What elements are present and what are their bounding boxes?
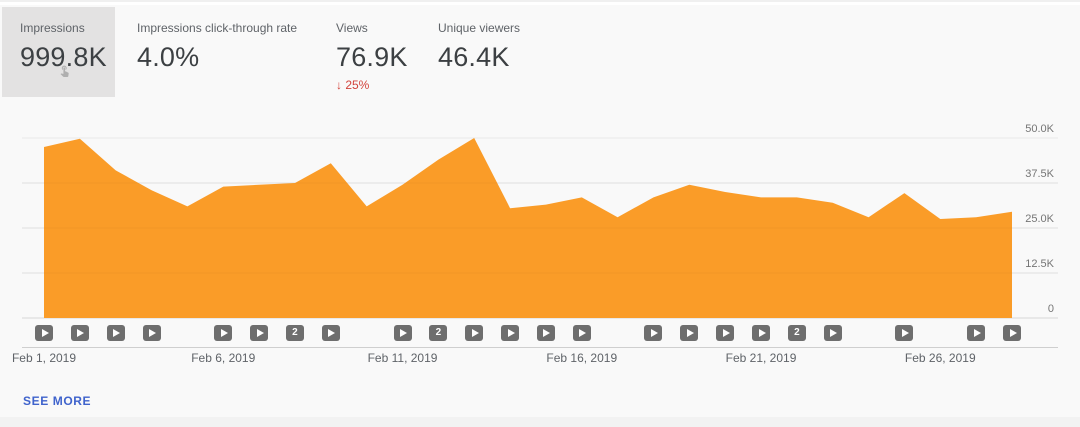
video-thumbnail-play-icon[interactable] [967,325,986,341]
y-axis-label: 50.0K [1025,123,1054,135]
play-icon [973,329,981,337]
y-axis-label: 25.0K [1025,213,1054,225]
video-thumbnail-play-icon[interactable] [70,325,89,341]
play-icon [543,329,551,337]
y-axis-label: 37.5K [1025,168,1054,180]
play-icon [471,329,479,337]
see-more-link[interactable]: SEE MORE [23,394,92,408]
video-count-badge[interactable]: 2 [787,325,806,341]
video-thumbnail-play-icon[interactable] [1003,325,1021,341]
video-thumbnail-play-icon[interactable] [895,325,914,341]
metric-label: Impressions [20,21,85,35]
play-icon [149,329,157,337]
x-axis-tick-label: Feb 6, 2019 [191,351,256,365]
video-thumbnail-play-icon[interactable] [393,325,412,341]
play-icon [328,329,336,337]
video-thumbnail-play-icon[interactable] [35,325,53,341]
play-icon [579,329,587,337]
views-delta-badge: ↓ 25% [336,78,370,92]
play-icon [758,329,766,337]
video-thumbnail-play-icon[interactable] [572,325,591,341]
video-count-label: 2 [435,327,442,338]
metric-value: 4.0% [137,42,200,72]
video-count-label: 2 [292,327,298,338]
area-series-impressions[interactable] [44,138,1012,318]
metric-label: Views [336,21,368,35]
metric-card-impressions[interactable]: Impressions 999.8K [2,7,115,97]
x-axis-tick-label: Feb 26, 2019 [904,351,976,365]
play-icon [77,329,85,337]
metric-label: Impressions click-through rate [137,21,298,35]
video-thumbnail-play-icon[interactable] [752,325,771,341]
impressions-area-chart[interactable] [0,110,1080,320]
video-thumbnail-play-icon[interactable] [680,325,699,341]
y-axis-label: 0 [1047,303,1054,315]
video-thumbnail-play-icon[interactable] [214,325,233,341]
video-thumbnail-play-icon[interactable] [823,325,842,341]
panel-bottom-edge [0,417,1080,427]
y-axis-label: 12.5K [1025,258,1054,270]
metric-card-unique-viewers[interactable]: Unique viewers 46.4K [438,7,548,97]
play-icon [901,329,909,337]
video-thumbnail-play-icon[interactable] [536,325,555,341]
video-thumbnail-play-icon[interactable] [501,325,520,341]
metrics-row: Impressions 999.8K Impressions click-thr… [0,0,1080,100]
play-icon [507,329,515,337]
video-thumbnail-play-icon[interactable] [142,325,161,341]
metric-value: 46.4K [438,42,510,72]
video-thumbnail-play-icon[interactable] [644,325,663,341]
x-axis-line [22,347,1058,348]
metric-card-views[interactable]: Views 76.9K ↓ 25% [336,7,426,97]
play-icon [400,329,408,337]
play-icon [256,329,264,337]
x-axis-tick-label: Feb 21, 2019 [725,351,797,365]
touch-cursor-icon [60,65,69,77]
video-thumbnail-play-icon[interactable] [250,325,269,341]
metric-card-impressions-ctr[interactable]: Impressions click-through rate 4.0% [137,7,327,97]
video-count-label: 2 [794,327,800,338]
play-icon [830,329,838,337]
video-thumbnail-play-icon[interactable] [716,325,735,341]
play-icon [113,329,121,337]
play-icon [41,329,49,337]
play-icon [650,329,658,337]
play-icon [1009,329,1017,337]
play-icon [220,329,228,337]
x-axis-tick-label: Feb 16, 2019 [546,351,618,365]
video-thumbnail-play-icon[interactable] [106,325,125,341]
panel-top-edge [0,0,1080,5]
video-thumbnail-play-icon[interactable] [321,325,340,341]
video-count-badge[interactable]: 2 [285,325,304,341]
play-icon [722,329,730,337]
play-icon [686,329,694,337]
x-axis-tick-label: Feb 1, 2019 [11,351,77,365]
video-thumbnail-play-icon[interactable] [465,325,484,341]
video-count-badge[interactable]: 2 [429,325,448,341]
metric-value: 76.9K [336,42,408,72]
x-axis-tick-label: Feb 11, 2019 [367,351,438,365]
metric-label: Unique viewers [438,21,521,35]
